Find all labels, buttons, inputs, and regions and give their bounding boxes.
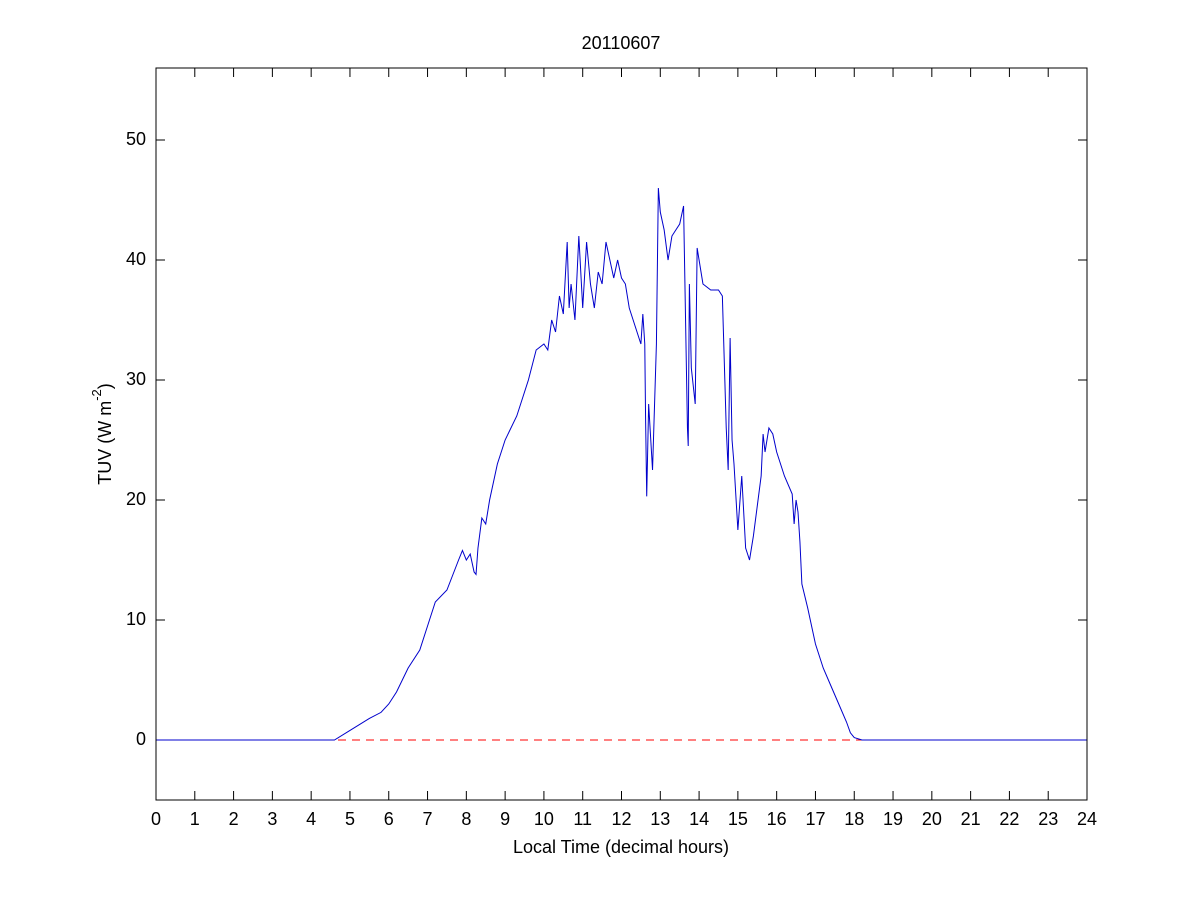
- x-tick-label: 18: [844, 809, 864, 829]
- x-tick-label: 11: [573, 809, 592, 829]
- x-tick-label: 19: [883, 809, 903, 829]
- x-tick-label: 22: [999, 809, 1019, 829]
- x-axis-label: Local Time (decimal hours): [513, 837, 729, 857]
- y-tick-label: 20: [126, 489, 146, 509]
- y-tick-label: 0: [136, 729, 146, 749]
- x-tick-label: 15: [728, 809, 748, 829]
- x-tick-label: 13: [650, 809, 670, 829]
- x-tick-label: 16: [767, 809, 787, 829]
- x-tick-label: 21: [961, 809, 981, 829]
- x-tick-label: 0: [151, 809, 161, 829]
- data-line: [156, 187, 1087, 741]
- x-tick-label: 2: [229, 809, 239, 829]
- y-tick-label: 50: [126, 129, 146, 149]
- x-tick-label: 24: [1077, 809, 1097, 829]
- x-tick-label: 3: [267, 809, 277, 829]
- x-tick-label: 14: [689, 809, 709, 829]
- y-axis-label: TUV (W m-2): [89, 383, 114, 485]
- y-tick-label: 30: [126, 369, 146, 389]
- x-tick-label: 7: [423, 809, 433, 829]
- x-tick-label: 12: [611, 809, 631, 829]
- y-tick-label: 10: [126, 609, 146, 629]
- x-tick-label: 1: [190, 809, 200, 829]
- x-tick-label: 17: [805, 809, 825, 829]
- x-tick-label: 8: [461, 809, 471, 829]
- x-tick-label: 4: [306, 809, 316, 829]
- y-label-superscript: -2: [89, 389, 104, 401]
- x-tick-label: 23: [1038, 809, 1058, 829]
- chart-title: 20110607: [582, 33, 661, 53]
- y-label-suffix: ): [95, 383, 115, 389]
- x-tick-label: 20: [922, 809, 942, 829]
- plot-frame: [155, 67, 1088, 801]
- x-tick-label: 5: [345, 809, 355, 829]
- x-tick-label: 10: [534, 809, 554, 829]
- y-label-text: TUV (W m: [95, 401, 115, 485]
- y-tick-label: 40: [126, 249, 146, 269]
- x-tick-label: 9: [500, 809, 510, 829]
- x-tick-label: 6: [384, 809, 394, 829]
